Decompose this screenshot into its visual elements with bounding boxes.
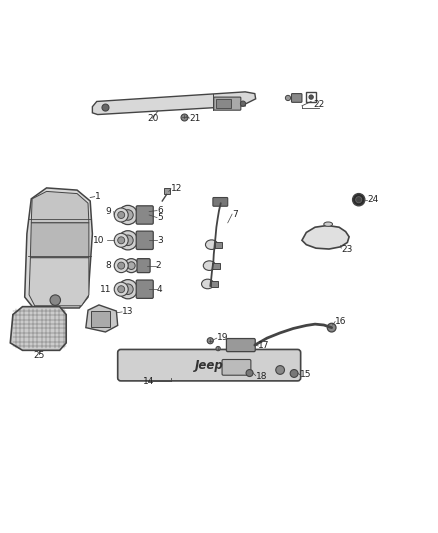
FancyBboxPatch shape bbox=[214, 97, 241, 110]
FancyBboxPatch shape bbox=[91, 311, 110, 327]
Circle shape bbox=[118, 212, 125, 219]
Polygon shape bbox=[31, 191, 89, 223]
Circle shape bbox=[118, 231, 138, 250]
FancyBboxPatch shape bbox=[306, 92, 316, 102]
Text: 12: 12 bbox=[171, 184, 182, 193]
Circle shape bbox=[207, 338, 213, 344]
FancyBboxPatch shape bbox=[136, 280, 153, 298]
Text: 24: 24 bbox=[367, 195, 379, 204]
Text: 16: 16 bbox=[335, 317, 346, 326]
FancyBboxPatch shape bbox=[118, 350, 300, 381]
Text: 6: 6 bbox=[157, 206, 163, 215]
Text: 23: 23 bbox=[341, 245, 353, 254]
Circle shape bbox=[123, 235, 133, 246]
Circle shape bbox=[246, 369, 253, 376]
Circle shape bbox=[114, 233, 128, 247]
Polygon shape bbox=[302, 225, 349, 249]
Circle shape bbox=[118, 237, 125, 244]
Ellipse shape bbox=[201, 279, 214, 289]
Text: 14: 14 bbox=[143, 377, 154, 386]
FancyBboxPatch shape bbox=[216, 99, 231, 108]
FancyBboxPatch shape bbox=[212, 263, 220, 269]
FancyBboxPatch shape bbox=[291, 94, 302, 102]
Polygon shape bbox=[86, 305, 118, 332]
Text: 7: 7 bbox=[232, 209, 238, 219]
FancyBboxPatch shape bbox=[136, 206, 153, 224]
Polygon shape bbox=[11, 306, 66, 350]
FancyBboxPatch shape bbox=[211, 281, 218, 287]
Circle shape bbox=[114, 259, 128, 272]
Circle shape bbox=[123, 209, 133, 220]
Text: 11: 11 bbox=[100, 285, 112, 294]
Text: 5: 5 bbox=[157, 213, 163, 222]
Circle shape bbox=[118, 205, 138, 224]
Circle shape bbox=[124, 259, 138, 272]
FancyBboxPatch shape bbox=[136, 231, 153, 249]
Circle shape bbox=[327, 323, 336, 332]
Ellipse shape bbox=[324, 222, 332, 227]
Text: 2: 2 bbox=[155, 261, 161, 270]
Circle shape bbox=[102, 104, 109, 111]
FancyBboxPatch shape bbox=[222, 359, 251, 375]
Circle shape bbox=[309, 95, 313, 99]
Circle shape bbox=[127, 262, 135, 270]
Text: 13: 13 bbox=[122, 308, 134, 317]
Text: 25: 25 bbox=[33, 351, 45, 360]
Text: 15: 15 bbox=[300, 370, 312, 379]
Polygon shape bbox=[25, 188, 92, 308]
Text: 17: 17 bbox=[258, 342, 270, 351]
Text: 4: 4 bbox=[157, 285, 162, 294]
Text: 19: 19 bbox=[217, 333, 228, 342]
Ellipse shape bbox=[205, 240, 218, 249]
Text: 22: 22 bbox=[313, 100, 324, 109]
Text: 20: 20 bbox=[147, 115, 158, 124]
Circle shape bbox=[123, 284, 133, 295]
Circle shape bbox=[50, 295, 60, 305]
Text: 9: 9 bbox=[106, 207, 112, 216]
FancyBboxPatch shape bbox=[137, 259, 150, 272]
Circle shape bbox=[240, 101, 246, 106]
FancyBboxPatch shape bbox=[226, 338, 255, 352]
Circle shape bbox=[118, 286, 125, 293]
Circle shape bbox=[114, 208, 128, 222]
FancyBboxPatch shape bbox=[215, 241, 222, 248]
Circle shape bbox=[118, 262, 125, 269]
Circle shape bbox=[118, 280, 138, 299]
Text: 10: 10 bbox=[93, 236, 105, 245]
Ellipse shape bbox=[203, 261, 215, 270]
Text: 21: 21 bbox=[189, 114, 201, 123]
Text: 8: 8 bbox=[106, 261, 112, 270]
Text: Jeep: Jeep bbox=[195, 359, 224, 372]
Circle shape bbox=[353, 193, 365, 206]
Text: 1: 1 bbox=[95, 192, 100, 201]
Circle shape bbox=[216, 346, 220, 351]
Polygon shape bbox=[30, 223, 89, 258]
Circle shape bbox=[290, 369, 298, 377]
Circle shape bbox=[114, 282, 128, 296]
Circle shape bbox=[286, 95, 290, 101]
Polygon shape bbox=[29, 258, 89, 306]
Polygon shape bbox=[92, 92, 256, 115]
Circle shape bbox=[356, 197, 362, 203]
FancyBboxPatch shape bbox=[213, 198, 228, 206]
Circle shape bbox=[276, 366, 285, 374]
Text: 18: 18 bbox=[256, 372, 267, 381]
Text: 3: 3 bbox=[157, 236, 163, 245]
